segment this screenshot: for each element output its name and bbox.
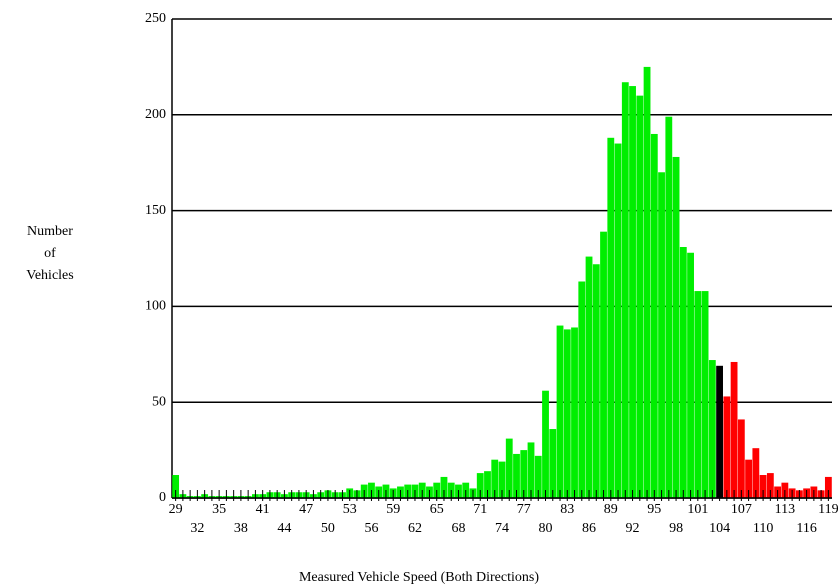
bar xyxy=(716,365,723,498)
bar xyxy=(578,281,586,498)
y-tick-label: 250 xyxy=(145,11,166,26)
bar xyxy=(556,325,564,498)
bar xyxy=(665,116,673,498)
bar xyxy=(542,390,549,498)
bar xyxy=(745,459,753,498)
x-tick-label: 83 xyxy=(560,502,574,517)
y-tick-label: 200 xyxy=(145,107,166,122)
bar xyxy=(636,95,644,498)
bar xyxy=(498,461,506,498)
bar xyxy=(592,264,600,498)
x-tick-label: 101 xyxy=(687,502,708,517)
bar xyxy=(585,256,593,498)
x-tick-label: 86 xyxy=(582,521,596,536)
bar xyxy=(571,327,578,498)
x-tick-label: 32 xyxy=(190,521,204,536)
bar xyxy=(614,143,622,499)
x-tick-label: 110 xyxy=(753,521,773,536)
x-tick-label: 113 xyxy=(775,502,795,517)
bar xyxy=(708,360,716,498)
x-tick-label: 29 xyxy=(169,502,183,517)
x-tick-label: 53 xyxy=(343,502,357,517)
bar xyxy=(752,448,760,498)
x-tick-label: 98 xyxy=(669,521,683,536)
bar xyxy=(824,476,832,498)
bar xyxy=(730,361,738,498)
x-tick-label: 59 xyxy=(386,502,400,517)
x-tick-label: 116 xyxy=(796,521,816,536)
bar xyxy=(766,473,774,498)
bar xyxy=(491,459,499,498)
x-axis-label: Measured Vehicle Speed (Both Directions) xyxy=(299,570,539,585)
x-tick-label: 77 xyxy=(517,502,531,517)
bar xyxy=(621,82,629,498)
x-tick-label: 47 xyxy=(299,502,313,517)
y-tick-label: 100 xyxy=(145,299,166,314)
x-tick-label: 71 xyxy=(473,502,487,517)
x-tick-label: 74 xyxy=(495,521,509,536)
x-tick-label: 65 xyxy=(430,502,444,517)
bar xyxy=(650,133,658,498)
bar xyxy=(527,442,535,498)
bar xyxy=(484,471,491,498)
y-axis-label: of xyxy=(44,246,56,261)
y-axis-label: Vehicles xyxy=(26,268,73,283)
x-tick-label: 107 xyxy=(731,502,752,517)
x-tick-label: 41 xyxy=(256,502,270,517)
x-tick-label: 35 xyxy=(212,502,226,517)
bar xyxy=(534,455,542,498)
bar xyxy=(687,252,694,498)
y-tick-label: 150 xyxy=(145,203,166,218)
bar xyxy=(694,291,702,498)
bar xyxy=(505,438,513,498)
bar xyxy=(563,329,571,498)
y-axis-label: Number xyxy=(27,224,73,239)
bar xyxy=(643,66,651,499)
bar xyxy=(737,419,745,498)
bar xyxy=(701,291,709,498)
x-tick-label: 38 xyxy=(234,521,248,536)
bar xyxy=(520,450,528,498)
x-tick-label: 44 xyxy=(277,521,291,536)
x-tick-label: 95 xyxy=(647,502,661,517)
y-tick-label: 50 xyxy=(152,394,166,409)
x-tick-label: 50 xyxy=(321,521,335,536)
x-tick-label: 80 xyxy=(539,521,553,536)
y-tick-label: 0 xyxy=(159,490,166,505)
bar xyxy=(672,156,680,498)
bar xyxy=(172,475,180,498)
x-tick-label: 92 xyxy=(626,521,640,536)
x-tick-label: 56 xyxy=(364,521,378,536)
bar xyxy=(440,476,448,498)
bar xyxy=(723,396,731,498)
bar xyxy=(607,137,615,499)
bar xyxy=(476,473,484,498)
x-tick-label: 62 xyxy=(408,521,422,536)
x-tick-label: 119 xyxy=(818,502,838,517)
bar xyxy=(513,453,520,498)
bar xyxy=(658,172,665,498)
bar xyxy=(600,231,607,498)
bar xyxy=(549,429,557,498)
bar xyxy=(629,86,636,498)
x-tick-label: 68 xyxy=(451,521,465,536)
x-tick-label: 89 xyxy=(604,502,618,517)
x-tick-label: 104 xyxy=(709,521,730,536)
bar xyxy=(759,475,767,498)
bar xyxy=(679,247,687,498)
